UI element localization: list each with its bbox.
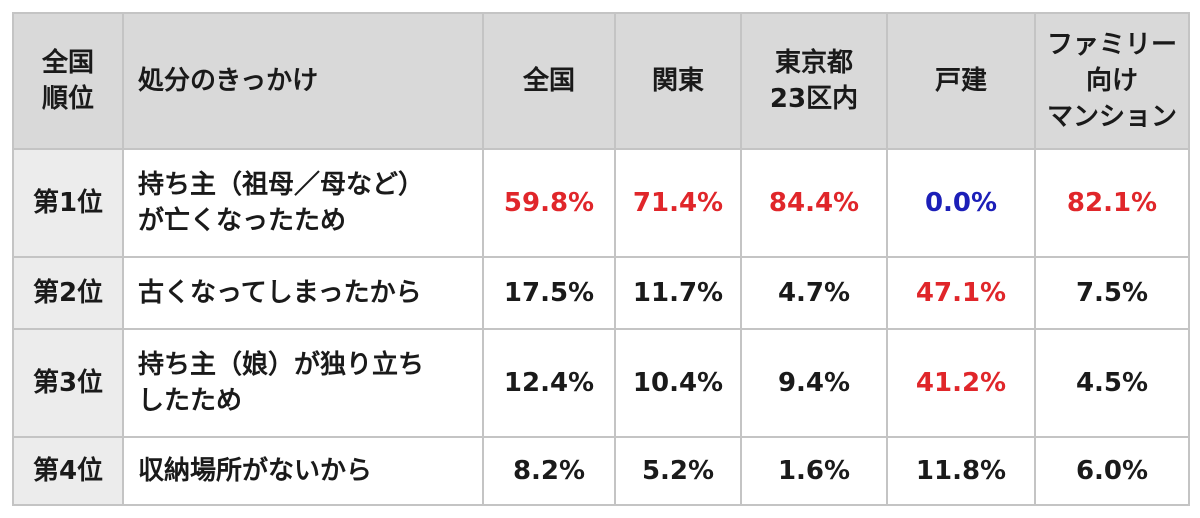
value-nationwide: 59.8% xyxy=(482,148,616,258)
value-tokyo23: 84.4% xyxy=(740,148,888,258)
value-tokyo23: 1.6% xyxy=(740,436,888,506)
value-detached: 0.0% xyxy=(886,148,1036,258)
header-tokyo23: 東京都 23区内 xyxy=(740,12,888,150)
value-family-mansion: 7.5% xyxy=(1034,256,1190,330)
value-nationwide: 8.2% xyxy=(482,436,616,506)
reason-cell: 収納場所がないから xyxy=(122,436,484,506)
ranking-table: 全国 順位 処分のきっかけ 全国 関東 東京都 23区内 戸建 ファミリー 向け… xyxy=(12,12,1190,506)
value-detached: 47.1% xyxy=(886,256,1036,330)
reason-text: 持ち主（娘）が独り立ち したため xyxy=(138,350,425,416)
header-family-mansion: ファミリー 向け マンション xyxy=(1034,12,1190,150)
value-nationwide: 12.4% xyxy=(482,328,616,438)
header-detached: 戸建 xyxy=(886,12,1036,150)
reason-cell: 持ち主（祖母／母など） が亡くなったため xyxy=(122,148,484,258)
reason-cell: 古くなってしまったから xyxy=(122,256,484,330)
header-tokyo23-text: 東京都 23区内 xyxy=(769,48,859,114)
value-family-mansion: 6.0% xyxy=(1034,436,1190,506)
reason-text: 持ち主（祖母／母など） が亡くなったため xyxy=(138,170,425,236)
value-kanto: 71.4% xyxy=(614,148,742,258)
reason-cell: 持ち主（娘）が独り立ち したため xyxy=(122,328,484,438)
table-row: 第4位 収納場所がないから 8.2% 5.2% 1.6% 11.8% 6.0% xyxy=(12,436,1190,506)
value-kanto: 11.7% xyxy=(614,256,742,330)
header-detached-text: 戸建 xyxy=(934,66,987,96)
value-kanto: 10.4% xyxy=(614,328,742,438)
rank-cell: 第2位 xyxy=(12,256,124,330)
header-reason-text: 処分のきっかけ xyxy=(138,66,319,96)
table-row: 第1位 持ち主（祖母／母など） が亡くなったため 59.8% 71.4% 84.… xyxy=(12,148,1190,258)
header-rank: 全国 順位 xyxy=(12,12,124,150)
rank-cell: 第1位 xyxy=(12,148,124,258)
header-nationwide-text: 全国 xyxy=(522,66,575,96)
rank-cell: 第4位 xyxy=(12,436,124,506)
value-family-mansion: 4.5% xyxy=(1034,328,1190,438)
reason-text: 古くなってしまったから xyxy=(138,278,422,308)
value-detached: 41.2% xyxy=(886,328,1036,438)
header-family-mansion-text: ファミリー 向け マンション xyxy=(1046,30,1177,132)
table-row: 第2位 古くなってしまったから 17.5% 11.7% 4.7% 47.1% 7… xyxy=(12,256,1190,330)
value-tokyo23: 4.7% xyxy=(740,256,888,330)
header-rank-text: 全国 順位 xyxy=(41,48,94,114)
value-family-mansion: 82.1% xyxy=(1034,148,1190,258)
header-reason: 処分のきっかけ xyxy=(122,12,484,150)
header-kanto: 関東 xyxy=(614,12,742,150)
table-row: 第3位 持ち主（娘）が独り立ち したため 12.4% 10.4% 9.4% 41… xyxy=(12,328,1190,438)
value-detached: 11.8% xyxy=(886,436,1036,506)
reason-text: 収納場所がないから xyxy=(138,456,373,486)
header-kanto-text: 関東 xyxy=(651,66,704,96)
rank-cell: 第3位 xyxy=(12,328,124,438)
header-nationwide: 全国 xyxy=(482,12,616,150)
value-nationwide: 17.5% xyxy=(482,256,616,330)
header-row: 全国 順位 処分のきっかけ 全国 関東 東京都 23区内 戸建 ファミリー 向け… xyxy=(12,12,1190,150)
value-kanto: 5.2% xyxy=(614,436,742,506)
value-tokyo23: 9.4% xyxy=(740,328,888,438)
